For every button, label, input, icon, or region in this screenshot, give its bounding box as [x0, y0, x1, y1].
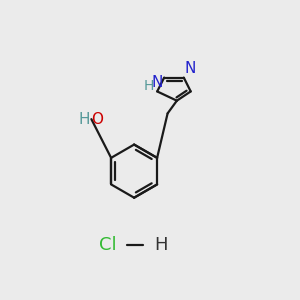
Text: H: H: [143, 79, 154, 93]
Text: N: N: [152, 75, 163, 90]
Text: N: N: [185, 61, 196, 76]
Text: Cl: Cl: [99, 236, 117, 254]
Text: H: H: [154, 236, 167, 254]
Text: O: O: [92, 112, 104, 127]
Text: H: H: [79, 112, 90, 127]
